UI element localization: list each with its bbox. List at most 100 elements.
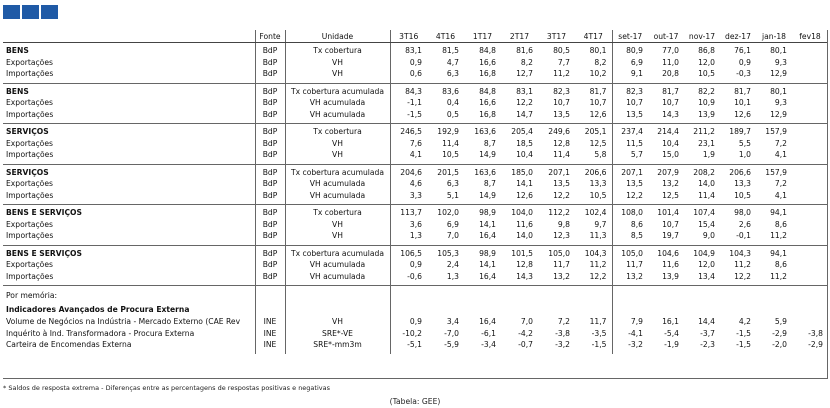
table-cell: 0,4 xyxy=(446,98,459,108)
table-cell xyxy=(792,68,828,83)
table-cell: 4,7 xyxy=(446,57,459,67)
table-cell: 15,0 xyxy=(662,150,679,160)
table-cell: 10,7 xyxy=(662,98,679,108)
table-cell: 0,6 xyxy=(389,68,427,83)
table-cell: 83,6 xyxy=(427,82,464,97)
table-cell xyxy=(501,302,538,316)
table-cell: 13,3 xyxy=(734,179,751,189)
table-cell: 16,4 xyxy=(479,231,496,241)
table-cell: VH xyxy=(284,56,390,68)
table-cell: BdP xyxy=(254,149,285,164)
table-cell: 107,4 xyxy=(684,204,720,219)
table-row: Volume de Negócios na Indústria - Mercad… xyxy=(3,316,828,328)
table-cell: Importações xyxy=(6,109,54,119)
table-cell: BdP xyxy=(254,230,285,245)
table-cell: SERVIÇOS xyxy=(3,163,255,178)
table-cell: BdP xyxy=(254,270,285,286)
table-cell xyxy=(792,57,828,69)
table-cell: VH acumulada xyxy=(284,189,390,205)
table-cell xyxy=(575,302,612,316)
table-cell: 84,8 xyxy=(464,42,501,57)
table-cell: 12,5 xyxy=(589,138,607,148)
table-cell: 0,9 xyxy=(389,316,427,328)
table-cell: -10,2 xyxy=(389,327,427,339)
table-cell: VH xyxy=(284,230,390,245)
table-row: Exportações BdP VH 3,6 6,9 14,1 11,6 9,8 9,7 8,6 1… xyxy=(3,218,828,230)
table-cell: 14,3 xyxy=(662,109,679,119)
table-cell: 12,2 xyxy=(553,190,570,200)
table-cell: 207,9 xyxy=(648,163,684,178)
table-cell: VH xyxy=(284,68,390,83)
header-cell: 4T17 xyxy=(575,30,612,43)
table-cell: 189,7 xyxy=(720,123,756,138)
table-cell xyxy=(648,285,684,302)
table-cell: 3,3 xyxy=(389,189,427,205)
table-cell: 8,2 xyxy=(594,57,607,67)
table-cell: 12,2 xyxy=(734,271,751,281)
table-cell: 205,1 xyxy=(575,123,612,138)
table-cell: -4,1 xyxy=(611,327,648,339)
table-cell: 81,6 xyxy=(501,42,538,57)
table-cell: 12,3 xyxy=(553,231,570,241)
table-row: Por memória: xyxy=(3,285,828,302)
table-cell xyxy=(464,302,501,316)
table-cell: 14,0 xyxy=(516,231,533,241)
table-cell: 13,5 xyxy=(553,109,570,119)
table-row: BENS BdP Tx cobertura 83,1 81,5 84,8 81,6 80,5 8… xyxy=(3,42,828,57)
table-cell: BdP xyxy=(254,123,285,138)
table-cell: 207,1 xyxy=(538,163,575,178)
table-cell: 10,9 xyxy=(698,98,715,108)
table-cell: 2,6 xyxy=(738,219,751,229)
table-cell: 98,9 xyxy=(464,204,501,219)
table-block: SERVIÇOS BdP Tx cobertura acumulada 204,6 20… xyxy=(3,163,828,205)
table-cell: Exportações xyxy=(6,57,53,67)
table-block: BENS BdP Tx cobertura 83,1 81,5 84,8 81,6 80,5 8… xyxy=(3,42,828,83)
table-cell: 13,5 xyxy=(611,108,648,124)
table-cell: BENS xyxy=(3,42,255,57)
table-cell: BdP xyxy=(254,97,285,109)
table-cell: Importações xyxy=(6,69,54,79)
table-cell: 81,7 xyxy=(720,82,756,97)
logo xyxy=(3,5,58,19)
header-cell: Fonte xyxy=(254,30,285,43)
table-cell: INE xyxy=(254,327,285,339)
table-cell: Exportações xyxy=(6,219,53,229)
table-cell: VH xyxy=(284,218,390,230)
table-cell: 105,0 xyxy=(538,244,575,259)
table-cell: 163,6 xyxy=(464,123,501,138)
table-cell: 2,4 xyxy=(446,260,459,270)
table-cell: BdP xyxy=(254,82,285,97)
source: (Tabela: GEE) xyxy=(389,397,441,406)
table-cell: INE xyxy=(254,316,285,328)
table-cell: Por memória: xyxy=(3,285,255,302)
table-cell xyxy=(427,285,464,302)
table-cell: -5,9 xyxy=(444,340,459,350)
table-cell: 7,2 xyxy=(774,179,787,189)
table-cell: 82,3 xyxy=(611,82,648,97)
table-cell xyxy=(792,163,828,178)
table-cell: 3,4 xyxy=(446,317,459,327)
table-cell: 14,1 xyxy=(516,179,533,189)
table-cell: Importações xyxy=(6,150,54,160)
table-cell: -2,9 xyxy=(808,340,823,350)
table-cell: BENS E SERVIÇOS xyxy=(3,204,255,219)
table-cell: 13,2 xyxy=(611,270,648,286)
table-cell: SRE*-VE xyxy=(284,327,390,339)
table-cell: 15,4 xyxy=(698,219,715,229)
table-cell: 105,0 xyxy=(611,244,648,259)
table-cell: 7,9 xyxy=(611,316,648,328)
table-row: Importações BdP VH acumulada 3,3 5,1 14,9 12,6… xyxy=(3,189,828,205)
table-cell: 108,0 xyxy=(611,204,648,219)
table-cell xyxy=(792,316,828,328)
table-cell: 13,2 xyxy=(553,271,570,281)
table-cell: 12,9 xyxy=(770,69,787,79)
table-cell: BdP xyxy=(254,204,285,219)
table-cell xyxy=(792,42,828,57)
table-cell xyxy=(611,285,648,302)
table-cell: 18,5 xyxy=(516,138,533,148)
table-cell: BdP xyxy=(254,259,285,271)
table-cell: 112,2 xyxy=(538,204,575,219)
table-cell: 11,6 xyxy=(662,260,679,270)
table-cell: 5,8 xyxy=(594,150,607,160)
table-block: Por memória: Indicadores Avançados de Pro… xyxy=(3,285,828,354)
